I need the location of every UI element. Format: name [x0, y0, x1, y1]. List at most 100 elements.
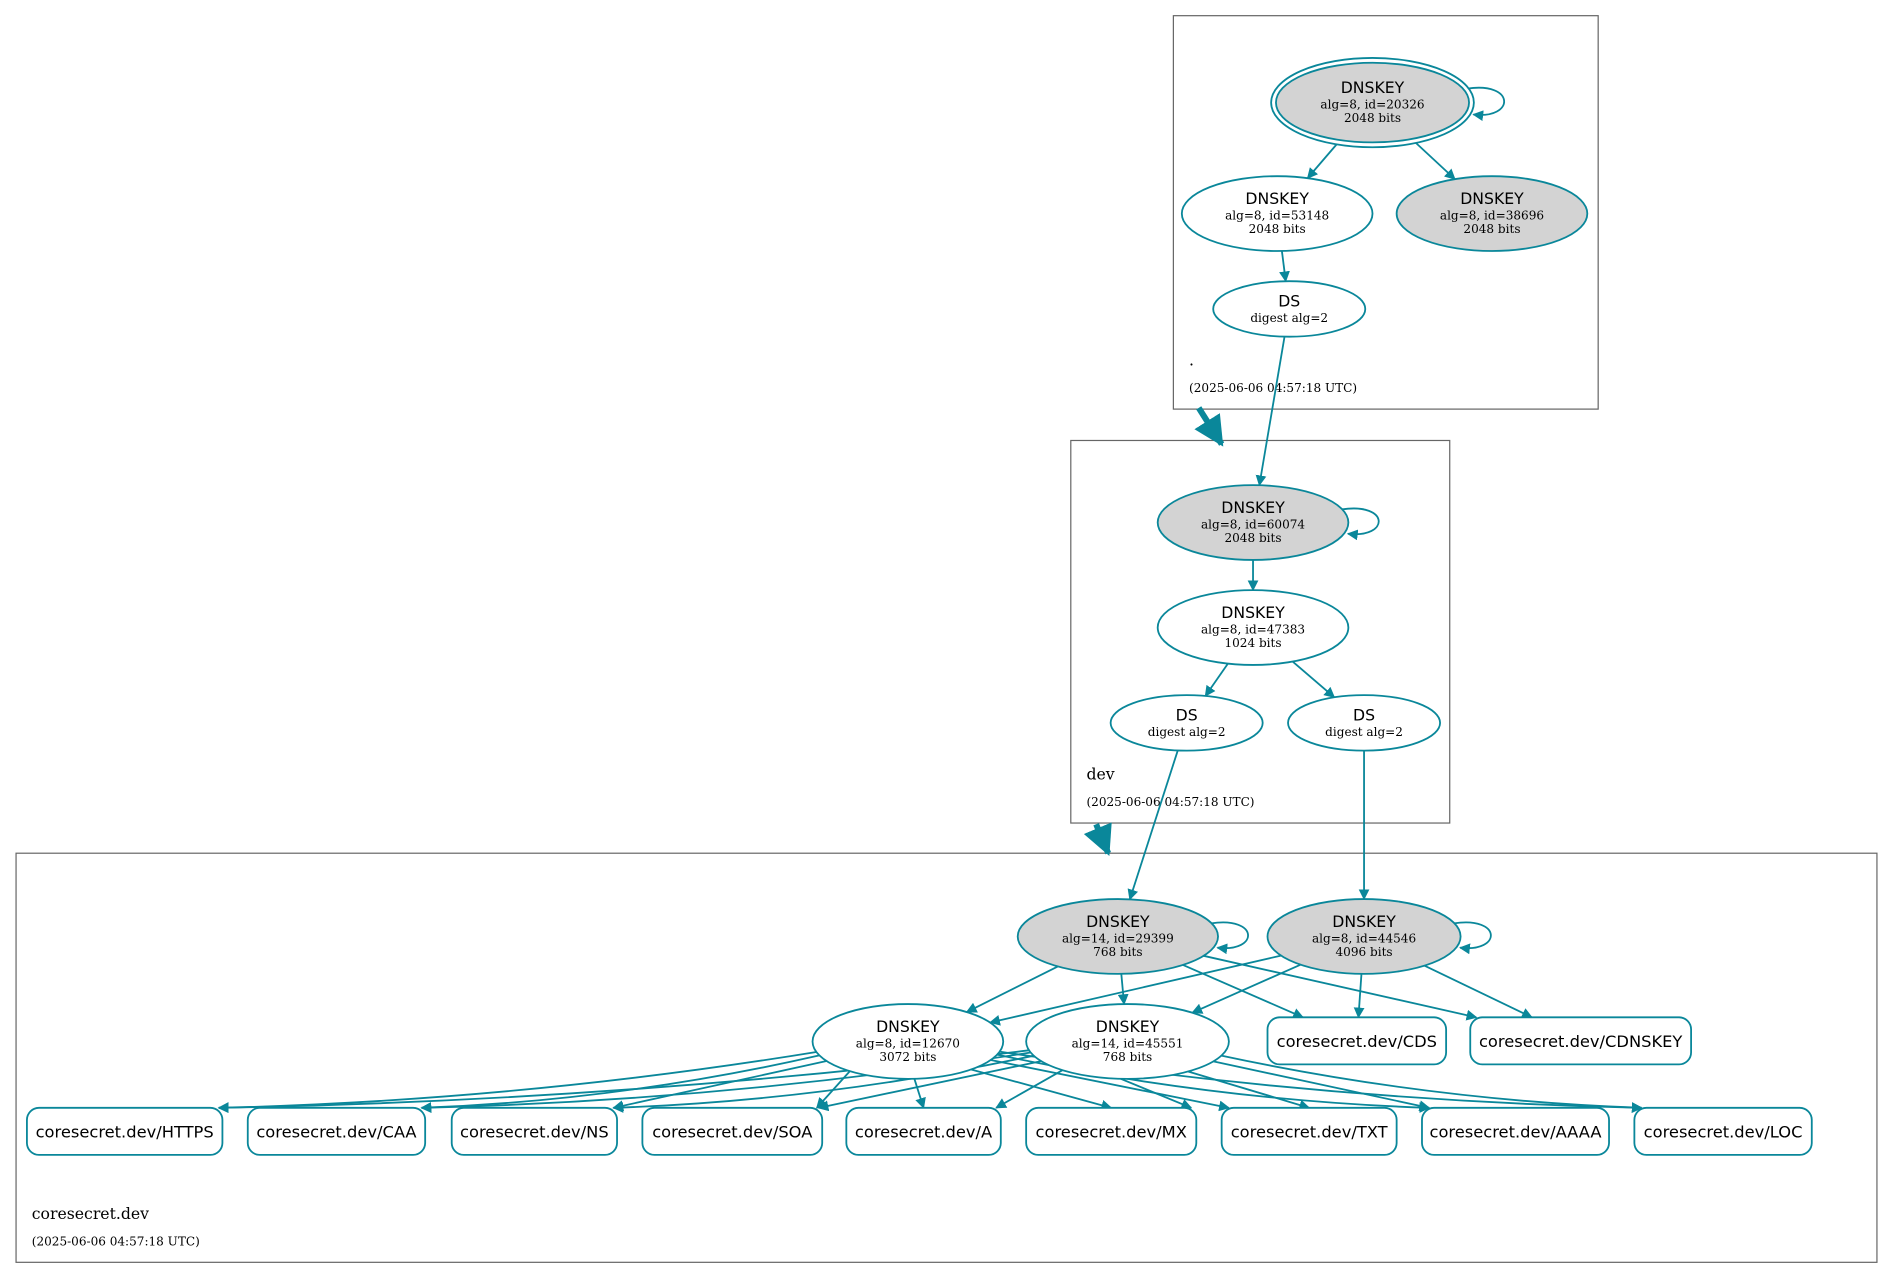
node-detail: alg=14, id=45551: [1072, 1037, 1184, 1051]
node-title: DNSKEY: [1221, 603, 1285, 622]
rrset-label: coresecret.dev/AAAA: [1429, 1122, 1601, 1141]
edge-k44546-to-cdnskey: [1424, 964, 1533, 1019]
delegation-arrow-1: [1083, 822, 1112, 856]
node-title: DS: [1278, 292, 1300, 311]
rrset-label: coresecret.dev/A: [855, 1122, 992, 1141]
node-key-size: 3072 bits: [879, 1050, 936, 1064]
edge-k45551-to-mx: [1120, 1077, 1193, 1110]
self-loop-k29399: [1210, 921, 1249, 955]
rrset-label: coresecret.dev/MX: [1036, 1122, 1187, 1141]
node-detail: alg=8, id=60074: [1201, 518, 1305, 532]
rrset-label: coresecret.dev/SOA: [652, 1122, 812, 1141]
node-detail: digest alg=2: [1325, 725, 1403, 739]
node-key-size: 1024 bits: [1224, 636, 1281, 650]
edge-dsroot-to-k60074: [1255, 336, 1286, 487]
rrset-label: coresecret.dev/HTTPS: [36, 1122, 214, 1141]
node-title: DNSKEY: [1460, 189, 1524, 208]
self-loop-k44546: [1453, 921, 1492, 955]
edge-k44546-to-k45551: [1191, 963, 1301, 1014]
node-key-size: 2048 bits: [1249, 222, 1306, 236]
rrset-node-cds[interactable]: coresecret.dev/CDS: [1266, 1016, 1448, 1066]
edge-k45551-to-soa: [817, 1060, 1042, 1112]
rrset-label: coresecret.dev/CDNSKEY: [1479, 1032, 1682, 1051]
edge-k45551-to-txt: [1187, 1070, 1311, 1111]
zone-timestamp: (2025-06-06 04:57:18 UTC): [1189, 381, 1357, 395]
rrset-label: coresecret.dev/NS: [460, 1122, 609, 1141]
self-loop-k20326: [1466, 86, 1505, 122]
rrset-node-soa[interactable]: coresecret.dev/SOA: [641, 1106, 824, 1156]
rrset-node-aaaa[interactable]: coresecret.dev/AAAA: [1421, 1106, 1610, 1156]
edge-k45551-to-loc: [1221, 1054, 1643, 1113]
node-title: DNSKEY: [1221, 498, 1285, 517]
node-key-size: 768 bits: [1103, 1050, 1152, 1064]
zone-coresecret-dev: coresecret.dev (2025-06-06 04:57:18 UTC): [15, 852, 1878, 1263]
node-detail: digest alg=2: [1148, 725, 1226, 739]
rrset-node-loc[interactable]: coresecret.dev/LOC: [1633, 1106, 1813, 1156]
edge-k47383-to-ds2: [1292, 660, 1336, 699]
node-title: DNSKEY: [1096, 1017, 1160, 1036]
rrset-label: coresecret.dev/CDS: [1277, 1032, 1437, 1051]
node-title: DNSKEY: [1332, 912, 1396, 931]
delegation-arrow-0: [1194, 406, 1225, 447]
edge-k12670-to-mx: [970, 1068, 1113, 1111]
rrset-node-caa[interactable]: coresecret.dev/CAA: [246, 1106, 427, 1156]
rrset-node-https[interactable]: coresecret.dev/HTTPS: [26, 1106, 224, 1156]
rrset-label: coresecret.dev/CAA: [256, 1122, 416, 1141]
zone-dev: dev (2025-06-06 04:57:18 UTC): [1070, 439, 1451, 824]
node-detail: alg=8, id=38696: [1440, 209, 1544, 223]
edge-k44546-to-k12670: [989, 954, 1282, 1026]
node-title: DNSKEY: [1086, 912, 1150, 931]
rrset-node-txt[interactable]: coresecret.dev/TXT: [1220, 1106, 1398, 1156]
edge-k29399-to-k12670: [965, 965, 1059, 1013]
edge-k20326-to-k53148: [1306, 139, 1341, 179]
node-detail: digest alg=2: [1250, 311, 1328, 325]
zone-timestamp: (2025-06-06 04:57:18 UTC): [32, 1234, 200, 1248]
edge-k29399-to-cdnskey: [1203, 954, 1478, 1021]
zone-timestamp: (2025-06-06 04:57:18 UTC): [1086, 795, 1254, 809]
edge-k45551-to-aaaa: [1213, 1060, 1431, 1112]
rrset-node-a[interactable]: coresecret.dev/A: [845, 1106, 1002, 1156]
node-key-size: 2048 bits: [1224, 531, 1281, 545]
rrset-label: coresecret.dev/TXT: [1231, 1122, 1388, 1141]
rrset-node-cdnskey[interactable]: coresecret.dev/CDNSKEY: [1469, 1016, 1692, 1066]
node-detail: alg=8, id=20326: [1320, 98, 1424, 112]
node-title: DNSKEY: [1341, 78, 1405, 97]
node-title: DS: [1176, 705, 1198, 724]
edge-k45551-to-a: [995, 1069, 1063, 1109]
edge-k12670-to-ns: [612, 1060, 827, 1112]
edge-ds1-to-k29399: [1127, 750, 1179, 901]
edge-k12670-to-https: [217, 1051, 817, 1114]
node-detail: alg=8, id=12670: [856, 1037, 960, 1051]
node-key-size: 4096 bits: [1336, 945, 1393, 959]
zone-name: coresecret.dev: [32, 1204, 149, 1223]
edge-k47383-to-ds1: [1204, 663, 1229, 697]
node-detail: alg=8, id=44546: [1312, 932, 1416, 946]
zone-name: dev: [1086, 765, 1114, 784]
node-key-size: 2048 bits: [1344, 111, 1401, 125]
node-title: DS: [1353, 705, 1375, 724]
node-key-size: 768 bits: [1093, 945, 1142, 959]
node-detail: alg=8, id=47383: [1201, 623, 1305, 637]
rrset-node-mx[interactable]: coresecret.dev/MX: [1025, 1106, 1198, 1156]
zone-name: .: [1189, 351, 1194, 370]
zone-root: . (2025-06-06 04:57:18 UTC): [1172, 15, 1599, 410]
rrset-node-ns[interactable]: coresecret.dev/NS: [450, 1106, 618, 1156]
node-detail: alg=14, id=29399: [1062, 932, 1174, 946]
edge-k12670-to-caa: [420, 1054, 820, 1113]
edge-k44546-to-cds: [1353, 973, 1365, 1019]
edge-k20326-to-k38696: [1411, 138, 1456, 180]
edge-k53148-to-dsroot: [1279, 250, 1290, 283]
